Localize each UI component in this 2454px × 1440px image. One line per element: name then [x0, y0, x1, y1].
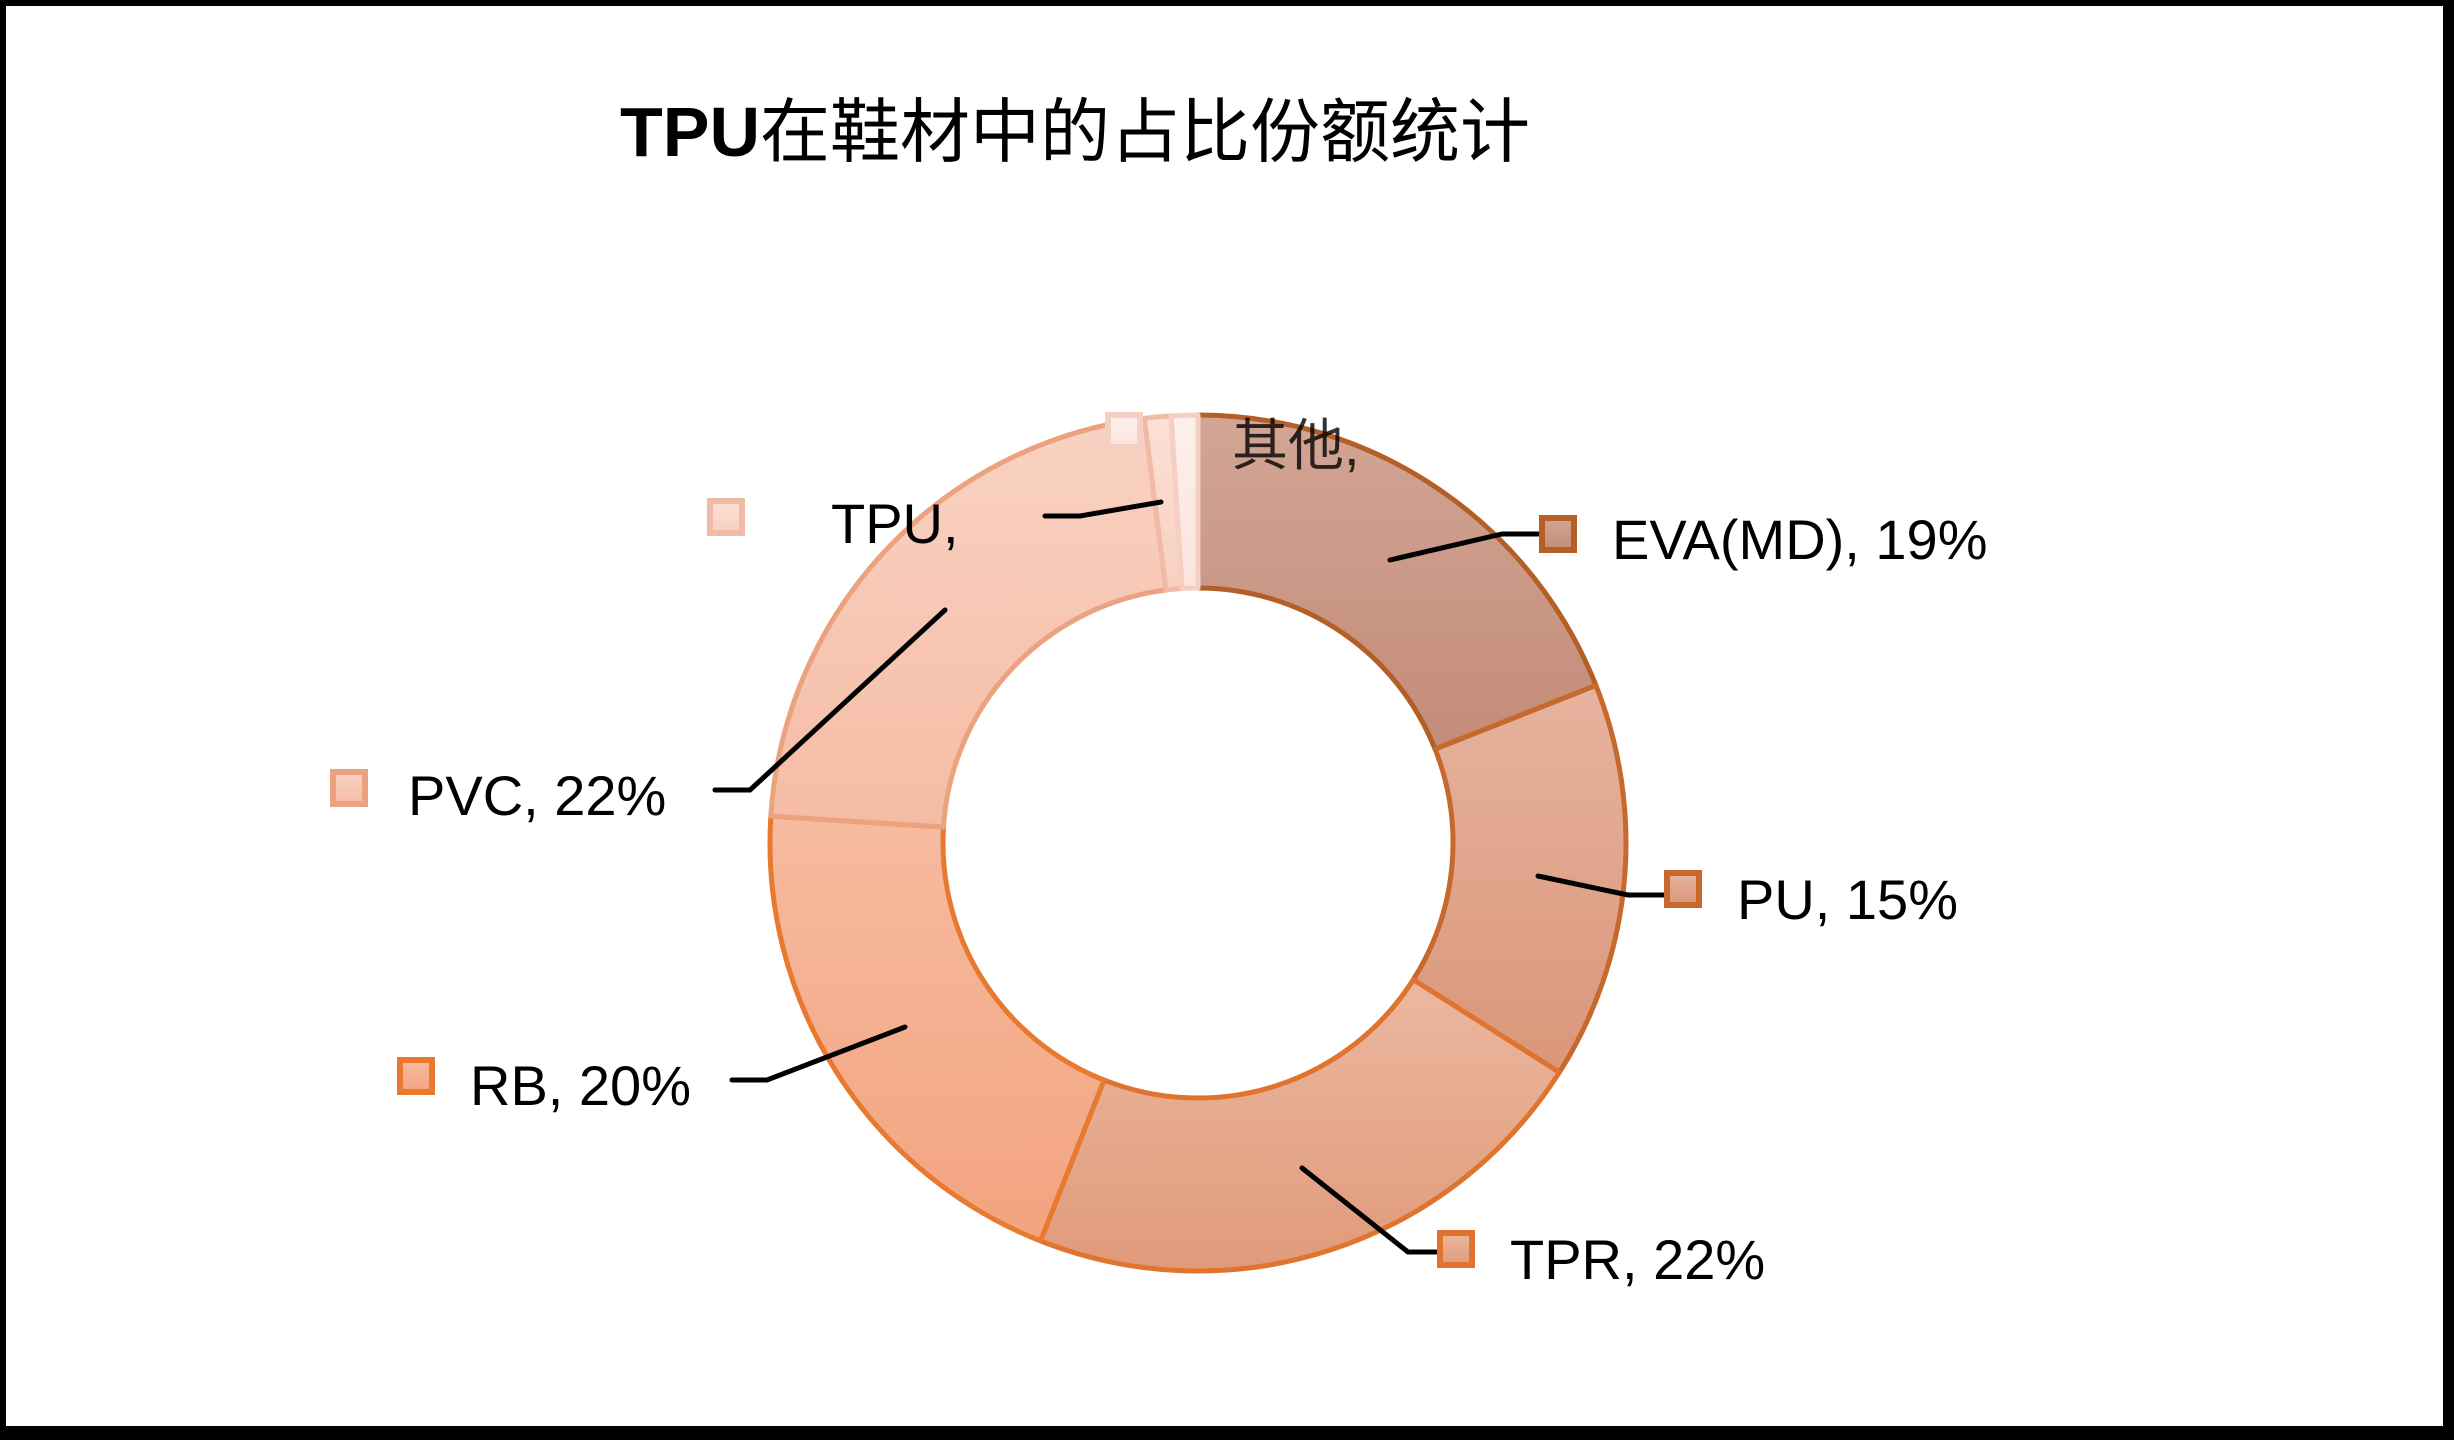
chart-title-bold: TPU [620, 93, 760, 171]
data-label-eva-md: EVA(MD), 19% [1612, 508, 1987, 571]
slice-pu[interactable] [1410, 682, 1629, 1075]
chart-title: TPU在鞋材中的占比份额统计 [620, 93, 1530, 171]
legend-key-icon-pvc [330, 769, 368, 807]
legend-key-icon-tpr [1437, 1230, 1475, 1268]
slice-tpr[interactable] [1037, 977, 1562, 1274]
slice-pvc[interactable] [768, 415, 1169, 830]
slice-rb[interactable] [767, 813, 1107, 1244]
legend-key-icon-other [1105, 412, 1143, 450]
chart-canvas: TPU在鞋材中的占比份额统计 EVA(MD), 19% PU, 15% TPR, 2… [6, 6, 2443, 1426]
data-label-tpr: TPR, 22% [1510, 1228, 1765, 1291]
leader-lines [712, 499, 1670, 1255]
leader-line-tpr [1299, 1165, 1443, 1255]
doughnut-chart: TPU在鞋材中的占比份额统计 EVA(MD), 19% PU, 15% TPR, 2… [330, 93, 1987, 1291]
legend-key-icon-tpu [707, 498, 745, 536]
leader-line-rb [729, 1024, 908, 1083]
leader-line-tpu [1042, 499, 1164, 519]
legend-key-icon-pu [1664, 870, 1702, 908]
leader-line-eva-md [1387, 531, 1545, 563]
leader-line-pu [1535, 873, 1670, 898]
slice-eva-md[interactable] [1195, 412, 1599, 752]
data-label-pu: PU, 15% [1737, 868, 1958, 931]
chart-title-rest: 在鞋材中的占比份额统计 [760, 93, 1530, 171]
data-labels: EVA(MD), 19% PU, 15% TPR, 22% RB, 20% PVC, 2… [330, 412, 1987, 1291]
legend-key-icon-rb [397, 1057, 435, 1095]
data-label-tpu: TPU, [831, 492, 959, 555]
legend-key-icon-eva-md [1539, 515, 1577, 553]
data-label-other: 其他, [1232, 414, 1360, 477]
data-label-rb: RB, 20% [470, 1054, 691, 1117]
leader-line-pvc [712, 607, 948, 793]
data-label-pvc: PVC, 22% [408, 764, 666, 827]
slice-other[interactable] [1168, 412, 1201, 592]
